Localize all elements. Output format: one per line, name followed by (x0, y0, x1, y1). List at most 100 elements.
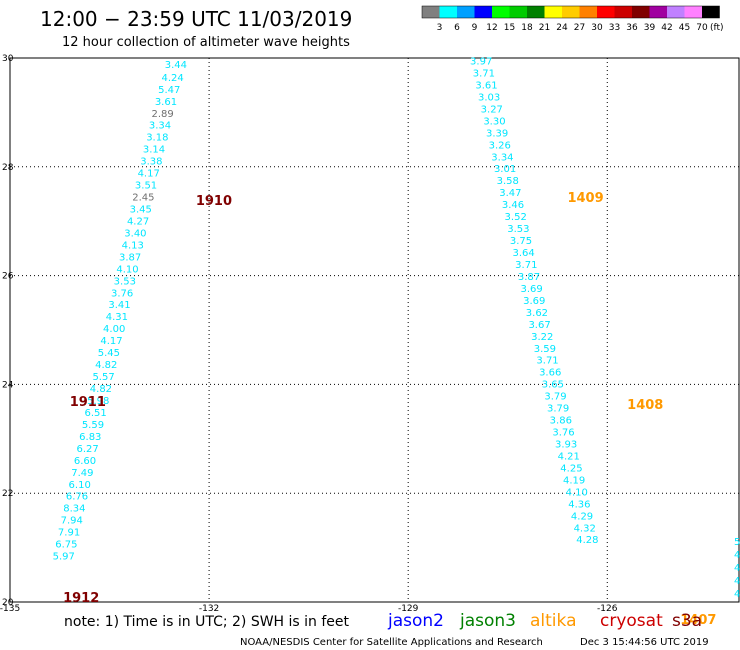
legend-label: 24 (556, 23, 568, 33)
pass-time-label: 1910 (196, 194, 232, 209)
wave-height-label: 3.22 (531, 332, 553, 343)
wave-height-label: 3.26 (489, 140, 511, 151)
edge-value-label: 4 (734, 576, 740, 587)
color-scale-legend: 3 6 9 12 15 18 21 24 27 30 33 36 39 42 45 70 (ft) (421, 5, 724, 33)
legend-swatch (614, 6, 632, 18)
wave-height-label: 7.49 (71, 468, 93, 479)
satellite-s3a: s3a (672, 611, 702, 631)
wave-height-label: 3.71 (515, 260, 537, 271)
legend-swatch (649, 6, 667, 18)
wave-height-label: 3.65 (542, 380, 564, 391)
y-tick-label: 20 (2, 598, 14, 608)
wave-height-label: 3.53 (507, 224, 529, 235)
wave-height-label: 3.93 (555, 440, 577, 451)
edge-value-label: 4 (734, 550, 740, 561)
legend-swatch (667, 6, 685, 18)
wave-height-label: 3.69 (520, 284, 542, 295)
wave-height-label: 7.94 (61, 516, 83, 527)
legend-swatch (579, 6, 597, 18)
wave-height-label: 4.19 (563, 475, 585, 486)
wave-height-label: 3.66 (539, 368, 561, 379)
wave-height-label: 3.71 (536, 356, 558, 367)
wave-height-label: 5.45 (98, 348, 120, 359)
wave-height-label: 3.14 (143, 145, 165, 156)
wave-height-label: 4.25 (560, 463, 582, 474)
wave-height-label: 4.17 (138, 169, 160, 180)
wave-height-label: 3.87 (518, 272, 540, 283)
wave-height-label: 3.76 (552, 428, 574, 439)
wave-height-label: 3.69 (523, 296, 545, 307)
legend-unit: (ft) (710, 23, 724, 33)
legend-frame (421, 5, 720, 19)
wave-height-label: 3.34 (491, 152, 513, 163)
wave-height-label: 3.87 (119, 252, 141, 263)
chart-title: 12:00 − 23:59 UTC 11/03/2019 (40, 7, 352, 31)
wave-height-label: 3.39 (486, 128, 508, 139)
wave-height-label: 3.67 (528, 320, 550, 331)
wave-height-label: 5.98 (87, 396, 109, 407)
wave-height-label: 4.00 (103, 324, 125, 335)
wave-height-label: 3.79 (544, 392, 566, 403)
wave-height-label: 7.91 (58, 528, 80, 539)
wave-height-label: 3.34 (149, 121, 171, 132)
legend-label: 33 (609, 23, 620, 33)
legend-swatch (527, 6, 545, 18)
satellite-altika: altika (530, 611, 577, 631)
plot-area: -135-132-129-126-123-1202022242628303.44… (0, 54, 740, 628)
legend-label: 18 (521, 23, 533, 33)
wave-height-label: 6.76 (66, 492, 88, 503)
wave-height-label: 3.64 (513, 248, 535, 259)
legend-swatch (597, 6, 615, 18)
wave-height-label: 6.83 (79, 432, 101, 443)
wave-height-label: 5.59 (82, 420, 104, 431)
legend-label: 27 (574, 23, 585, 33)
legend-label: 30 (591, 23, 603, 33)
wave-height-label: 5.97 (53, 552, 75, 563)
wave-height-label: 3.61 (475, 80, 497, 91)
wave-height-label: 6.51 (84, 408, 106, 419)
wave-height-label: 3.79 (547, 404, 569, 415)
wave-height-label: 4.24 (161, 73, 183, 84)
wave-height-label: 3.62 (526, 308, 548, 319)
x-tick-label: -126 (597, 604, 618, 614)
wave-height-label: 2.89 (152, 109, 174, 120)
wave-height-label: 3.59 (534, 344, 556, 355)
wave-height-label: 4.10 (566, 487, 588, 498)
x-tick-label: -129 (398, 604, 419, 614)
wave-height-label: 4.29 (571, 511, 593, 522)
wave-height-label: 4.31 (106, 312, 128, 323)
wave-height-label: 4.13 (122, 240, 144, 251)
wave-height-label: 3.38 (140, 157, 162, 168)
legend-swatch (439, 6, 457, 18)
y-tick-label: 28 (2, 163, 14, 173)
y-tick-label: 24 (2, 380, 14, 390)
wave-height-label: 4.27 (127, 216, 149, 227)
legend-label: 36 (626, 23, 638, 33)
wave-height-label: 3.51 (135, 181, 157, 192)
legend-label: 15 (504, 23, 515, 33)
wave-height-label: 4.21 (558, 451, 580, 462)
legend-swatch (684, 6, 702, 18)
legend-swatch (544, 6, 562, 18)
legend-label: 39 (644, 23, 656, 33)
footer-credit: NOAA/NESDIS Center for Satellite Applica… (240, 637, 543, 648)
wave-height-label: 2.45 (132, 193, 154, 204)
wave-height-label: 4.82 (90, 384, 112, 395)
legend-swatch (632, 6, 650, 18)
wave-height-label: 3.46 (502, 200, 524, 211)
wave-height-label: 3.01 (494, 164, 516, 175)
legend-label: 42 (661, 23, 672, 33)
legend-label: 3 (437, 23, 443, 33)
legend-swatch (422, 6, 440, 18)
y-tick-label: 22 (2, 489, 13, 499)
wave-height-label: 4.17 (100, 336, 122, 347)
wave-height-label: 4.28 (576, 535, 598, 546)
satellite-jason2: jason2 (387, 611, 444, 631)
edge-value-label: 4 (734, 563, 740, 574)
wave-height-label: 3.45 (130, 204, 152, 215)
wave-height-label: 3.40 (124, 228, 146, 239)
wave-height-label: 4.82 (95, 360, 117, 371)
pass-time-label: 1911 (70, 395, 106, 410)
wave-height-label: 3.58 (497, 176, 519, 187)
